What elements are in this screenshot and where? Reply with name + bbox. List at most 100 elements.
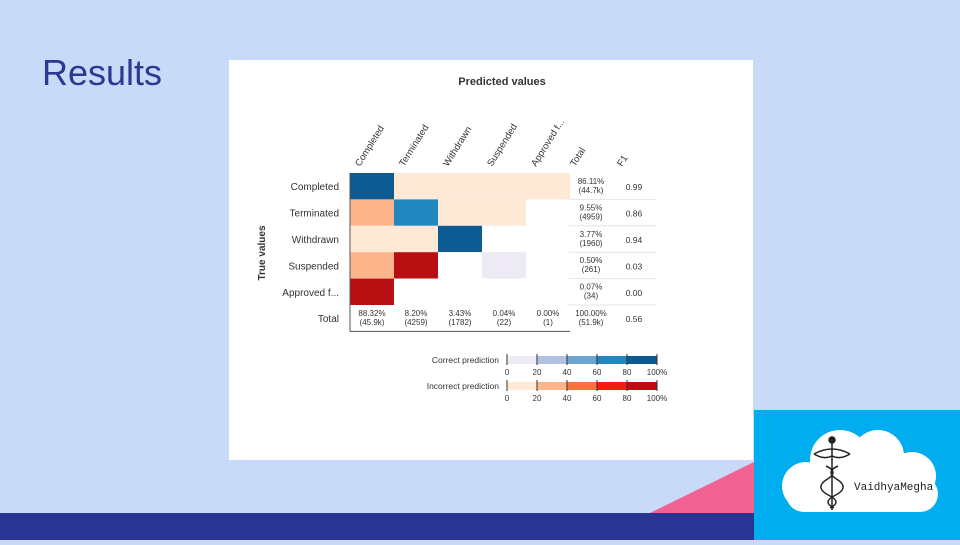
matrix-cell: [350, 173, 394, 200]
row-total-pct: 0.07%: [580, 283, 603, 292]
total-n: (45.9k): [360, 318, 385, 327]
row-total-n: (1960): [579, 239, 602, 248]
matrix-cell: [438, 225, 482, 253]
matrix-cell: [482, 252, 526, 279]
legend-swatch: [627, 382, 657, 390]
logo-box: VaidhyaMegha: [754, 410, 960, 540]
row-f1: 0.03: [626, 261, 643, 271]
chart-title: Predicted values: [458, 76, 545, 88]
row-label: Completed: [291, 182, 339, 193]
legend-tick-label: 100%: [647, 394, 667, 403]
legend-tick-label: 60: [593, 394, 602, 403]
matrix-cell: [526, 252, 570, 279]
row-label: Withdrawn: [292, 235, 339, 246]
matrix-cell: [350, 252, 394, 279]
confusion-matrix-panel: Predicted values True values Completed Term…: [229, 60, 753, 460]
matrix-cell: [482, 199, 526, 226]
row-total-n: (44.7k): [579, 186, 604, 195]
legend-swatch: [597, 356, 627, 364]
legend-tick-label: 100%: [647, 368, 667, 377]
matrix-cell: [526, 173, 570, 200]
row-f1: 0.94: [626, 235, 643, 245]
row-total-n: (4959): [579, 212, 602, 221]
row-total-pct: 3.77%: [580, 230, 603, 239]
legend-tick-label: 0: [505, 394, 510, 403]
total-pct: 0.00%: [537, 309, 560, 318]
matrix-cell: [350, 199, 394, 226]
legend-swatch: [537, 356, 567, 364]
matrix-cell: [482, 225, 526, 253]
legend-tick-label: 40: [563, 368, 572, 377]
matrix-cell: [394, 199, 438, 226]
legend-label: Incorrect prediction: [427, 381, 500, 391]
cloud-logo-icon: VaidhyaMegha: [782, 430, 938, 512]
legend-swatch: [567, 356, 597, 364]
matrix-cell: [526, 225, 570, 253]
logo-text: VaidhyaMegha: [854, 482, 934, 494]
column-header: Total: [568, 146, 588, 169]
total-n: (1): [543, 318, 553, 327]
column-header: Suspended: [485, 122, 520, 169]
row-total-pct: 86.11%: [578, 177, 605, 186]
matrix-cell: [526, 199, 570, 226]
matrix-cell: [438, 173, 482, 200]
matrix-cell: [526, 278, 570, 305]
column-header: Completed: [353, 124, 387, 169]
legend-swatch: [507, 382, 537, 390]
legend-swatch: [627, 356, 657, 364]
matrix-cell: [350, 278, 394, 305]
total-pct: 88.32%: [358, 309, 385, 318]
row-f1: 0.99: [626, 182, 643, 192]
legend-tick-label: 0: [505, 368, 510, 377]
legend-tick-label: 20: [533, 368, 542, 377]
total-f1: 0.56: [626, 314, 643, 324]
matrix-cell: [394, 252, 438, 279]
confusion-matrix-chart: Predicted values True values Completed Term…: [257, 76, 667, 403]
legend-tick-label: 60: [593, 368, 602, 377]
matrix-cell: [482, 173, 526, 200]
column-header: Approved f...: [529, 117, 567, 169]
column-header: Withdrawn: [441, 125, 474, 169]
legend-swatch: [597, 382, 627, 390]
legend-swatch: [567, 382, 597, 390]
slide-title: Results: [42, 52, 163, 93]
legend-swatch: [537, 382, 567, 390]
matrix-cell: [350, 225, 394, 253]
matrix-cell: [394, 278, 438, 305]
row-label: Suspended: [288, 261, 339, 272]
matrix-cell: [438, 199, 482, 226]
total-n: (4259): [404, 318, 427, 327]
matrix-cell: [394, 225, 438, 253]
legend-tick-label: 20: [533, 394, 542, 403]
matrix-cell: [438, 252, 482, 279]
legend-tick-label: 40: [563, 394, 572, 403]
legend-swatch: [507, 356, 537, 364]
total-n: (1782): [448, 318, 471, 327]
matrix-cell: [438, 278, 482, 305]
row-f1: 0.00: [626, 288, 643, 298]
total-pct: 100.00%: [575, 309, 607, 318]
row-f1: 0.86: [626, 209, 643, 219]
total-pct: 8.20%: [405, 309, 428, 318]
row-total-n: (34): [584, 292, 599, 301]
pink-corner-decoration: [650, 462, 754, 513]
matrix-cell: [394, 173, 438, 200]
row-total-pct: 0.50%: [580, 256, 603, 265]
totals-row-label: Total: [318, 314, 339, 325]
y-axis-label: True values: [257, 225, 268, 280]
row-total-n: (261): [582, 265, 601, 274]
legend-label: Correct prediction: [432, 355, 499, 365]
row-label: Approved f...: [282, 288, 339, 299]
legend-tick-label: 80: [623, 394, 632, 403]
total-n: (51.9k): [579, 318, 604, 327]
bottom-bar: [0, 513, 754, 540]
matrix-cell: [482, 278, 526, 305]
total-pct: 0.04%: [493, 309, 516, 318]
caduceus-icon: [813, 436, 851, 510]
row-label: Terminated: [290, 209, 339, 220]
total-n: (22): [497, 318, 512, 327]
column-header: F1: [615, 153, 630, 168]
total-pct: 3.43%: [449, 309, 472, 318]
row-total-pct: 9.55%: [580, 203, 603, 212]
column-header: Terminated: [397, 123, 431, 169]
